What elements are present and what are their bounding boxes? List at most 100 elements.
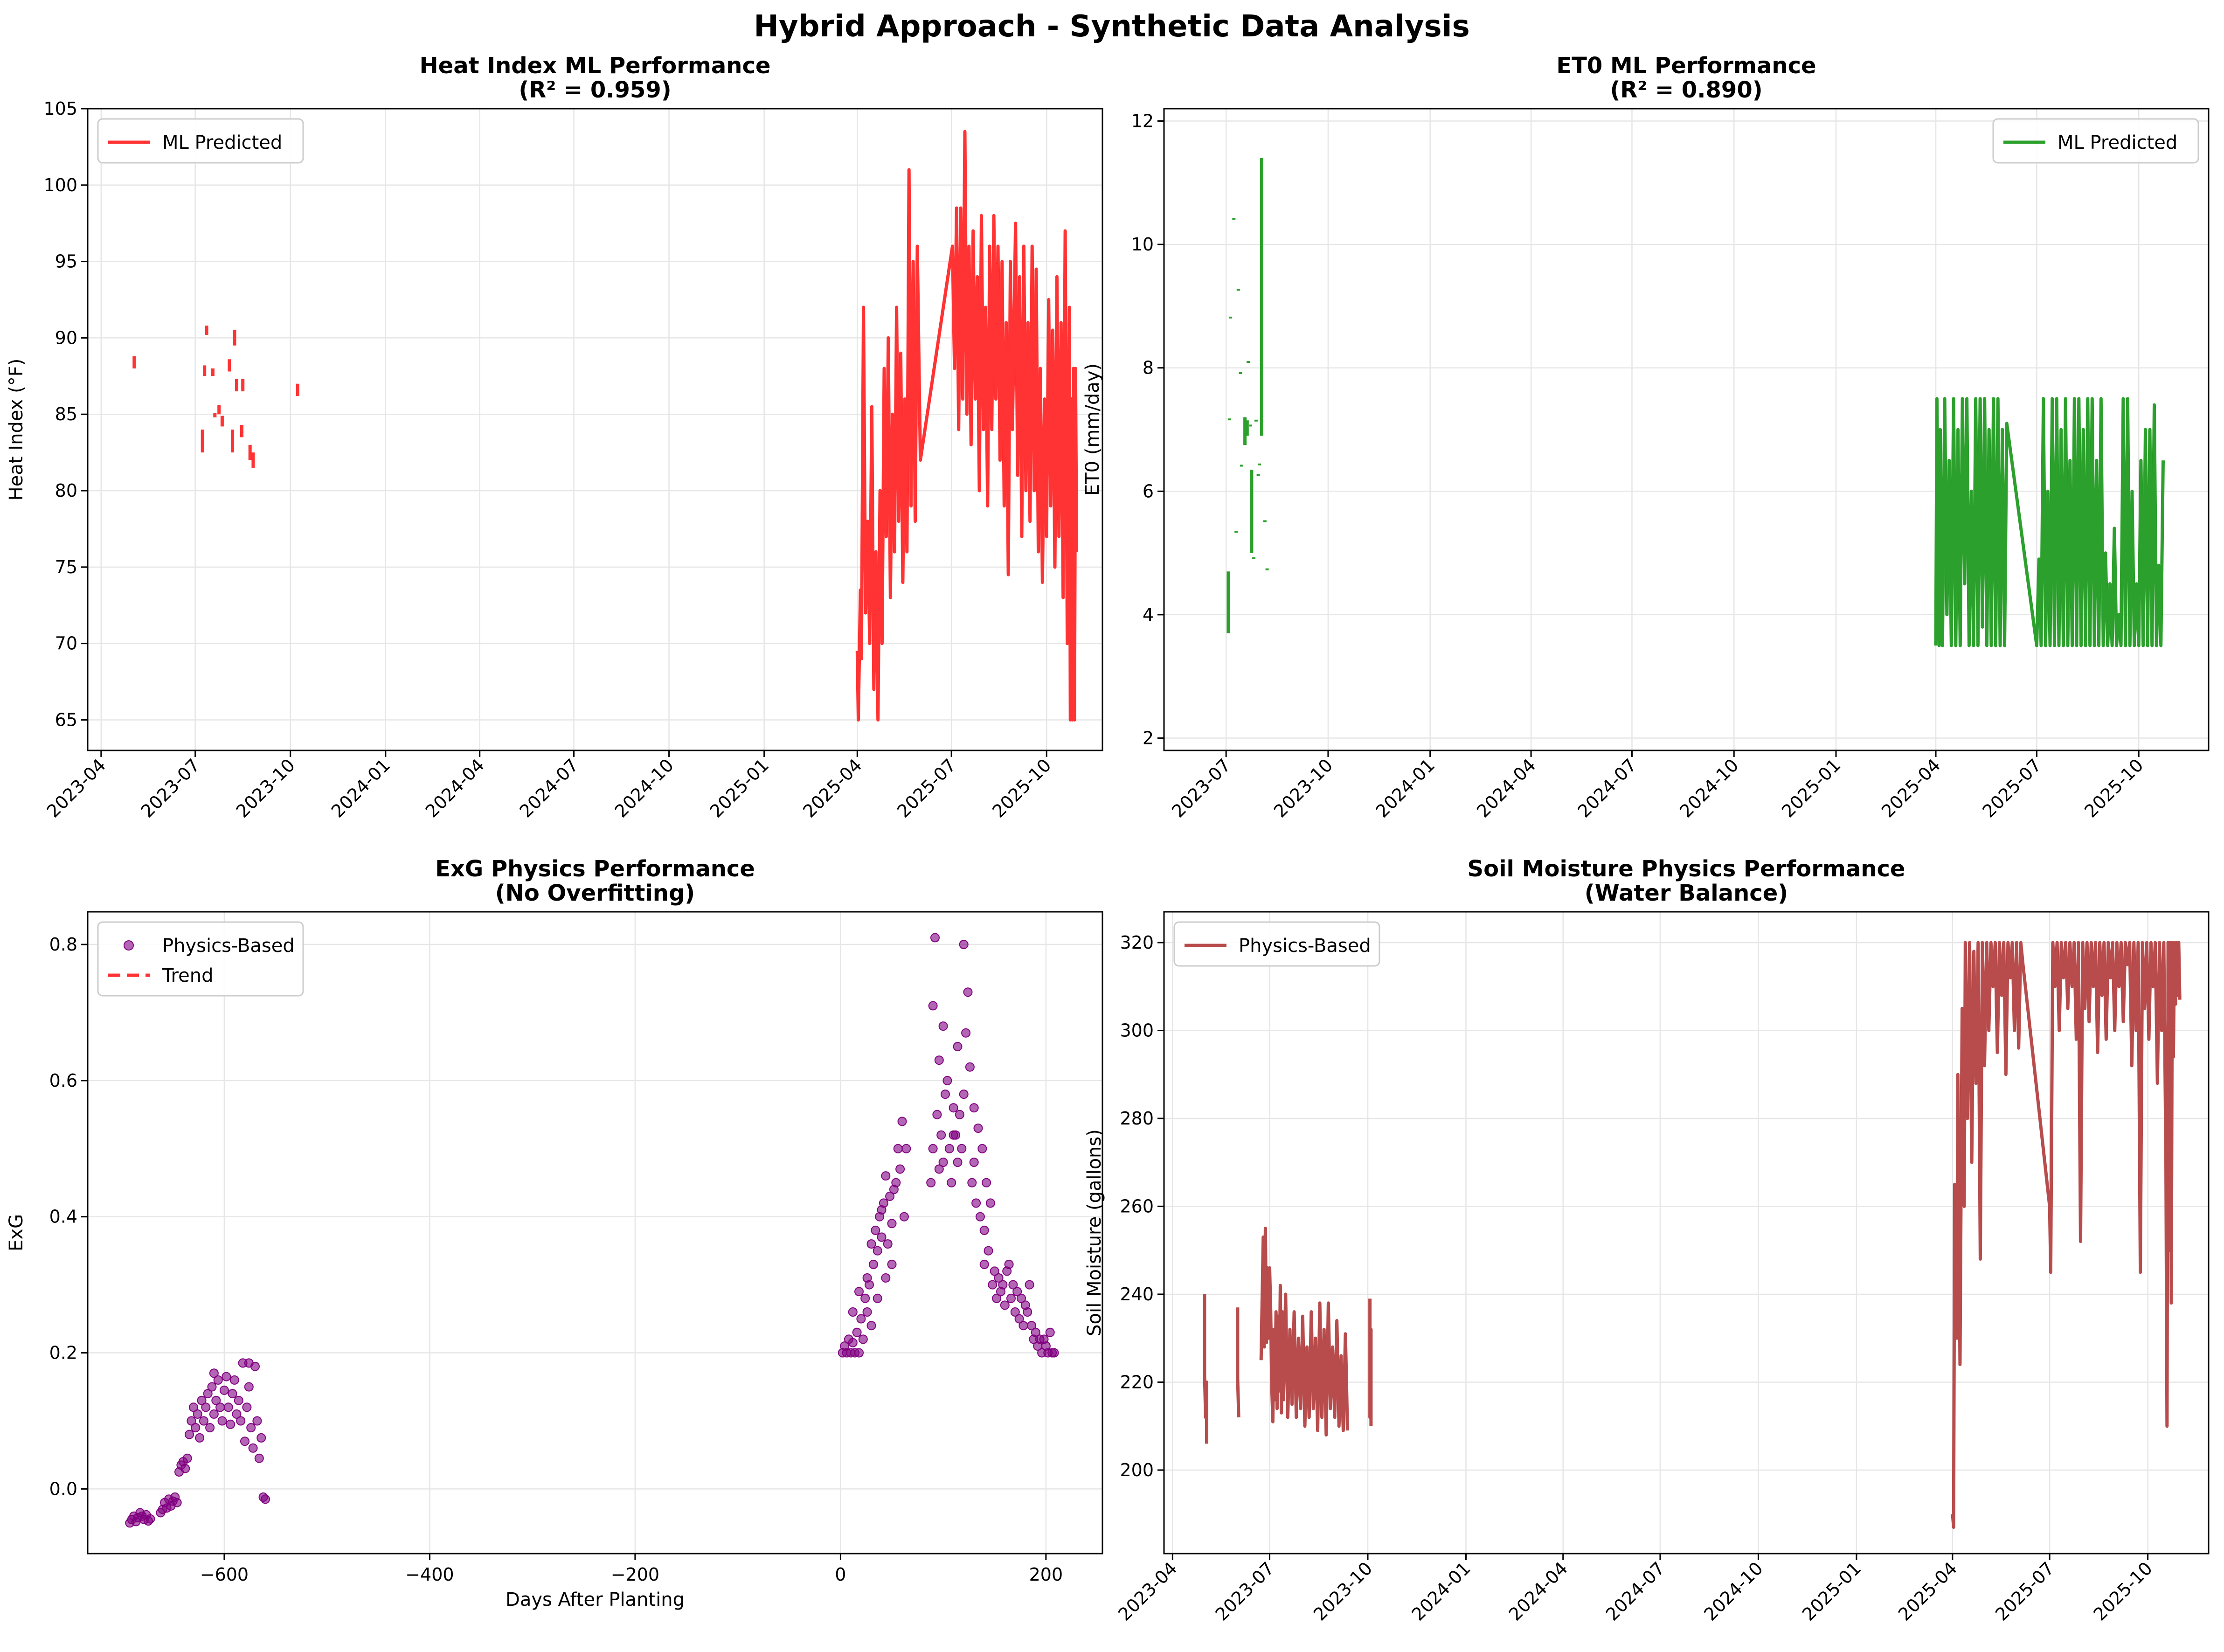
scatter-point bbox=[208, 1383, 216, 1391]
y-tick-label: 75 bbox=[55, 557, 77, 577]
scatter-point bbox=[224, 1403, 233, 1411]
scatter-point bbox=[962, 1029, 970, 1037]
legend-marker bbox=[124, 941, 133, 950]
scatter-point bbox=[982, 1179, 991, 1187]
scatter-point bbox=[998, 1281, 1007, 1289]
scatter-point bbox=[255, 1454, 263, 1463]
y-tick-label: 95 bbox=[55, 251, 77, 272]
scatter-point bbox=[978, 1145, 986, 1153]
scatter-point bbox=[960, 1090, 968, 1098]
y-tick-label: 0.6 bbox=[49, 1070, 77, 1091]
legend-label: ML Predicted bbox=[2058, 132, 2177, 153]
y-tick-label: 300 bbox=[1120, 1020, 1154, 1041]
y-tick-label: 100 bbox=[43, 175, 77, 195]
y-tick-label: 90 bbox=[55, 327, 77, 348]
x-tick-label: 0 bbox=[835, 1564, 846, 1585]
legend: Physics-Based Trend bbox=[98, 922, 303, 996]
y-tick-label: 4 bbox=[1143, 604, 1154, 625]
legend: Physics-Based bbox=[1174, 922, 1379, 966]
scatter-point bbox=[927, 1179, 935, 1187]
scatter-point bbox=[984, 1247, 993, 1255]
scatter-point bbox=[970, 1158, 978, 1166]
scatter-point bbox=[980, 1260, 989, 1269]
y-tick-label: 0.2 bbox=[49, 1343, 77, 1363]
y-tick-label: 105 bbox=[43, 98, 77, 119]
scatter-point bbox=[902, 1145, 910, 1153]
scatter-point bbox=[218, 1417, 227, 1425]
scatter-point bbox=[949, 1104, 958, 1112]
scatter-point bbox=[1001, 1301, 1009, 1309]
scatter-point bbox=[201, 1403, 210, 1411]
x-tick-label: −200 bbox=[611, 1564, 659, 1585]
scatter-point bbox=[863, 1274, 872, 1282]
scatter-point bbox=[884, 1240, 892, 1248]
scatter-point bbox=[1019, 1321, 1027, 1330]
scatter-point bbox=[972, 1199, 980, 1208]
scatter-point bbox=[878, 1206, 886, 1214]
chart-exg: −600 −400 −200 0 2000.00.20.40.60.8 ExG Phys… bbox=[6, 856, 1102, 1610]
scatter-point bbox=[230, 1376, 239, 1384]
scatter-point bbox=[968, 1179, 976, 1187]
scatter-point bbox=[881, 1274, 890, 1282]
scatter-point bbox=[249, 1444, 257, 1452]
scatter-point bbox=[863, 1308, 872, 1316]
scatter-point bbox=[954, 1158, 962, 1166]
scatter-point bbox=[931, 933, 939, 942]
scatter-point bbox=[935, 1056, 943, 1064]
chart-heat: 2023-04 2023-07 2023-10 2024-01 2024-04 2024-… bbox=[6, 53, 1102, 822]
y-tick-label: 240 bbox=[1120, 1284, 1154, 1305]
scatter-point bbox=[241, 1437, 249, 1445]
scatter-point bbox=[937, 1131, 945, 1139]
y-tick-label: 200 bbox=[1120, 1460, 1154, 1480]
scatter-point bbox=[185, 1430, 194, 1439]
scatter-point bbox=[956, 1111, 964, 1119]
scatter-point bbox=[900, 1213, 908, 1221]
scatter-point bbox=[986, 1199, 995, 1208]
scatter-point bbox=[881, 1172, 890, 1180]
y-tick-label: 85 bbox=[55, 404, 77, 424]
chart-title: ET0 ML Performance bbox=[1556, 53, 1816, 79]
scatter-point bbox=[974, 1124, 983, 1132]
y-tick-label: 0.8 bbox=[49, 934, 77, 955]
legend-label: ML Predicted bbox=[162, 132, 282, 153]
plot-area bbox=[88, 912, 1102, 1554]
y-tick-label: 260 bbox=[1120, 1196, 1154, 1216]
scatter-point bbox=[183, 1454, 192, 1463]
scatter-point bbox=[849, 1308, 857, 1316]
chart-subtitle: (R² = 0.890) bbox=[1610, 77, 1762, 103]
legend-label: Physics-Based bbox=[162, 935, 295, 957]
scatter-point bbox=[954, 1042, 962, 1051]
legend-label: Trend bbox=[162, 965, 213, 986]
scatter-point bbox=[894, 1145, 902, 1153]
x-tick-label: 200 bbox=[1029, 1564, 1063, 1585]
scatter-point bbox=[173, 1499, 181, 1507]
scatter-point bbox=[859, 1335, 867, 1343]
scatter-point bbox=[861, 1294, 869, 1303]
scatter-point bbox=[941, 1090, 949, 1098]
legend: ML Predicted bbox=[1993, 119, 2198, 163]
scatter-point bbox=[261, 1495, 270, 1503]
series-line-segment bbox=[1370, 1298, 1371, 1426]
scatter-point bbox=[1023, 1308, 1032, 1316]
x-axis-label: Days After Planting bbox=[506, 1589, 685, 1610]
chart-soil: 2023-04 2023-07 2023-10 2024-01 2024-04 2024-… bbox=[1084, 856, 2209, 1625]
y-tick-label: 320 bbox=[1120, 932, 1154, 953]
scatter-point bbox=[943, 1076, 951, 1085]
chart-et0: 2023-07 2023-10 2024-01 2024-04 2024-07 2024-… bbox=[1082, 53, 2209, 822]
scatter-point bbox=[869, 1260, 878, 1269]
scatter-point bbox=[935, 1165, 943, 1173]
scatter-point bbox=[849, 1339, 857, 1347]
chart-subtitle: (R² = 0.959) bbox=[519, 77, 671, 103]
scatter-point bbox=[245, 1383, 253, 1391]
scatter-point bbox=[855, 1287, 863, 1296]
y-tick-label: 6 bbox=[1143, 481, 1154, 501]
scatter-point bbox=[181, 1465, 189, 1473]
scatter-point bbox=[253, 1417, 261, 1425]
scatter-point bbox=[1050, 1349, 1059, 1357]
scatter-point bbox=[216, 1403, 224, 1411]
scatter-point bbox=[873, 1294, 882, 1303]
scatter-point bbox=[947, 1179, 956, 1187]
y-tick-label: 220 bbox=[1120, 1372, 1154, 1392]
scatter-point bbox=[247, 1423, 255, 1432]
scatter-point bbox=[980, 1226, 989, 1235]
